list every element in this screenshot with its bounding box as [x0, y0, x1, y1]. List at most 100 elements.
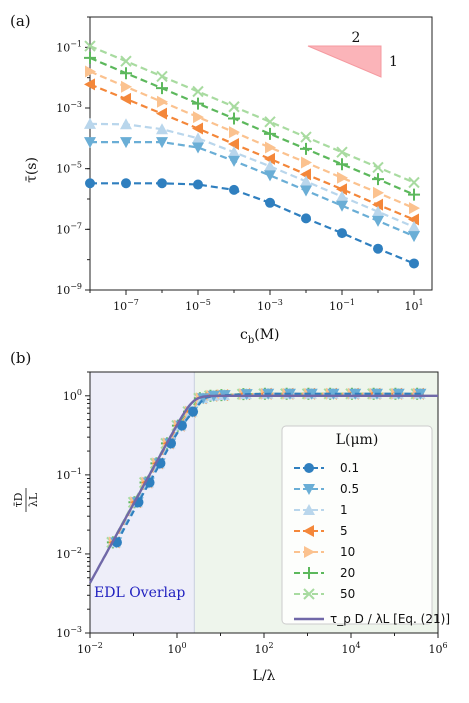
- data-point-5: [300, 168, 312, 181]
- data-point-1: [228, 146, 241, 158]
- data-point-1: [300, 175, 313, 187]
- panel-a: (a) 10−7 10−5 10−3 10−1 101 10−9 10−7 10−5 10−3 1…: [10, 12, 433, 346]
- ylabel-denominator: λL: [27, 492, 40, 507]
- data-point-5: [228, 138, 240, 151]
- data-point-20: [264, 127, 277, 140]
- data-point-10: [157, 95, 169, 108]
- data-point-50: [84, 40, 96, 52]
- data-point-20: [228, 112, 241, 125]
- data-point-5: [264, 152, 276, 165]
- panel-b-ylabel: τ̄D λL: [12, 488, 40, 512]
- data-point-5: [192, 122, 204, 135]
- panel-b-series: [88, 387, 438, 584]
- data-point-20: [192, 97, 205, 110]
- x-tick-label: 10−3: [257, 298, 283, 313]
- equation-curve: [88, 394, 438, 584]
- series-line-5: [89, 83, 415, 221]
- data-point-20: [372, 173, 385, 186]
- series-5: [84, 78, 420, 226]
- legend-box: [281, 425, 433, 625]
- data-point-0.5: [408, 231, 421, 243]
- data-point-0.5: [336, 200, 349, 212]
- y-tick-label: 10−5: [56, 161, 82, 176]
- legend-marker-50: [303, 588, 315, 600]
- ylabel-fraction: τ̄D λL: [12, 488, 40, 512]
- data-point-0.1: [85, 178, 95, 189]
- series-line-20: [89, 56, 415, 196]
- legend-marker-1: [303, 504, 315, 515]
- panel-a-xlabel: cb(M): [240, 327, 280, 346]
- legend-label-equation: τ_p D / λL [Eq. (21)]: [330, 612, 450, 626]
- data-point-1: [264, 160, 277, 172]
- legend-label-10: 10: [340, 545, 355, 559]
- x-tick-label: 106: [428, 641, 447, 656]
- legend-marker-5: [303, 525, 314, 537]
- data-point-0.1: [193, 179, 204, 190]
- collapse-point-0.5: [327, 388, 340, 400]
- data-point-0.1: [337, 228, 348, 239]
- data-point-0.5: [84, 137, 96, 149]
- x-tick-label: 100: [167, 641, 186, 656]
- legend: L(μm) 0.1 0.5 1 5 10 20 50 τ_p D / λL [Eq. (21)]: [281, 425, 450, 626]
- data-point-20: [336, 158, 349, 171]
- y-tick-label: 10−9: [56, 282, 82, 297]
- data-point-5: [408, 213, 420, 226]
- data-point-50: [228, 101, 240, 113]
- legend-marker-10: [304, 546, 315, 558]
- series-0.1: [85, 178, 420, 269]
- data-point-10: [373, 186, 385, 199]
- data-point-0.5: [372, 215, 385, 227]
- legend-marker-20: [303, 567, 315, 579]
- data-point-0.5: [300, 185, 313, 197]
- series-0.5: [84, 137, 421, 243]
- data-point-50: [300, 131, 312, 143]
- data-point-20: [156, 82, 169, 95]
- data-point-10: [229, 126, 241, 139]
- series-line-0.1: [90, 182, 415, 265]
- series-1: [84, 117, 421, 232]
- data-point-5: [84, 78, 95, 91]
- data-point-10: [121, 80, 133, 93]
- legend-title: L(μm): [336, 432, 379, 448]
- data-point-20: [300, 142, 313, 155]
- data-point-0.1: [157, 178, 168, 189]
- data-point-1: [156, 123, 169, 135]
- slope-triangle-shape: [307, 45, 382, 78]
- series-20: [84, 51, 421, 201]
- slope-triangle: 2 1: [307, 30, 398, 78]
- panel-b-xlabel: L/λ: [253, 668, 276, 684]
- data-point-50: [156, 70, 168, 83]
- data-point-20: [408, 188, 421, 201]
- series-line-50: [89, 45, 415, 184]
- y-tick-label: 10−3: [56, 100, 82, 115]
- slope-rise-label: 1: [389, 54, 398, 70]
- y-tick-label: 10−1: [56, 39, 82, 54]
- ylabel-numerator: τ̄D: [12, 492, 25, 507]
- y-tick-label: 10−7: [56, 221, 82, 236]
- data-point-50: [192, 85, 204, 98]
- data-point-20: [84, 51, 96, 64]
- data-point-0.1: [373, 243, 384, 254]
- data-point-0.1: [229, 184, 240, 195]
- data-point-5: [372, 198, 384, 211]
- panel-a-label: (a): [10, 12, 31, 30]
- x-tick-label: 10−1: [329, 298, 355, 313]
- data-point-50: [408, 176, 420, 189]
- panel-a-series: [84, 40, 421, 269]
- legend-label-5: 5: [340, 524, 348, 538]
- legend-marker-0.1: [304, 463, 314, 473]
- data-point-0.1: [121, 178, 132, 189]
- data-point-0.5: [156, 137, 169, 149]
- x-tick-label: 10−5: [185, 298, 211, 313]
- data-point-1: [336, 190, 349, 202]
- data-point-0.5: [228, 155, 241, 167]
- y-tick-label: 10−3: [56, 625, 82, 640]
- data-point-10: [409, 202, 421, 215]
- legend-label-50: 50: [340, 587, 355, 601]
- panel-b-label: (b): [10, 349, 31, 367]
- data-point-10: [85, 65, 96, 78]
- edl-overlap-label: EDL Overlap: [94, 585, 185, 601]
